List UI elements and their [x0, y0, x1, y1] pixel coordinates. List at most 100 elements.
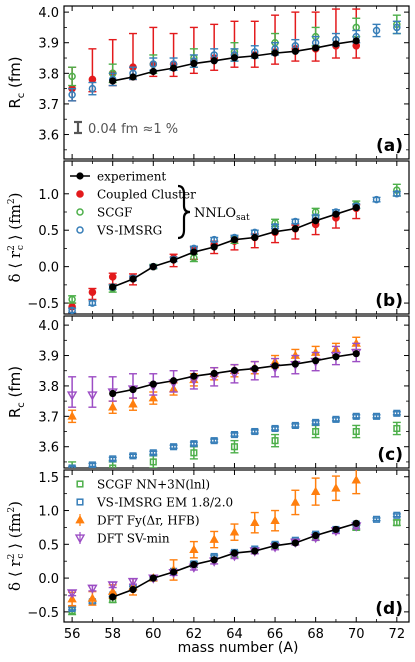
y-tick-label: 3.8 [38, 67, 59, 82]
data-point [109, 455, 117, 463]
y-axis-label: δ ⟨ r2c ⟩ (fm2) [6, 193, 26, 283]
data-point [352, 350, 360, 358]
data-point [271, 49, 279, 57]
data-point [291, 217, 300, 226]
data-layer [66, 470, 401, 616]
data-point [87, 584, 98, 594]
data-point [393, 511, 401, 519]
data-point [129, 385, 137, 394]
data-point [128, 399, 138, 408]
x-tick-label: 58 [104, 627, 121, 642]
data-point [271, 424, 279, 433]
legend-label: VS-IMSRG [96, 224, 162, 238]
y-tick-label: 0.0 [38, 261, 59, 276]
data-point [251, 427, 259, 436]
data-point [393, 519, 401, 527]
data-point [129, 73, 137, 81]
scale-annotation: 0.04 fm ≈1 % [74, 120, 178, 137]
panel-frame [63, 5, 410, 160]
data-point [210, 369, 218, 378]
legend-marker [74, 534, 86, 544]
y-tick-label: 3.9 [38, 37, 59, 52]
legend-entry: SCGF [76, 206, 132, 220]
data-point [230, 443, 239, 451]
data-layer [68, 8, 401, 102]
data-point [88, 299, 97, 307]
legend-marker [76, 172, 84, 180]
data-point [271, 228, 279, 236]
x-tick-label: 68 [307, 627, 324, 642]
data-point [149, 60, 158, 68]
panel-b: −0.5 0.0 0.5 1.0 δ ⟨ r2c ⟩ (fm2) (b) experimen… [6, 160, 410, 315]
legend-label: DFT Fy(Δr, HFB) [97, 514, 200, 528]
data-point [149, 574, 157, 582]
data-point [210, 437, 218, 445]
legend-entry: Coupled Cluster [76, 188, 196, 202]
data-point [352, 519, 360, 527]
legend-label: SCGF [97, 206, 132, 220]
data-point [87, 391, 98, 401]
legend-entry: DFT Fy(Δr, HFB) [75, 514, 200, 528]
data-point [88, 461, 96, 468]
data-point [351, 475, 361, 484]
legend-marker [76, 208, 84, 216]
legend-label: Coupled Cluster [97, 188, 196, 202]
data-point [169, 377, 178, 385]
data-point [210, 235, 218, 244]
data-point [149, 67, 157, 76]
data-point [270, 515, 280, 525]
data-point [87, 593, 98, 602]
data-point [393, 424, 401, 433]
y-axis-label: Rc (fm) [6, 56, 27, 108]
data-point [68, 90, 76, 99]
data-point [88, 84, 97, 93]
legend-entry: experiment [70, 170, 166, 184]
series-exp [109, 204, 360, 291]
data-point [170, 443, 178, 451]
y-tick-label: 1.0 [38, 505, 59, 520]
series-exp [109, 519, 360, 601]
panel-label: (c) [377, 445, 403, 465]
data-point [372, 412, 381, 420]
data-point [230, 431, 239, 439]
data-point [352, 204, 360, 212]
y-tick-label: −0.5 [27, 297, 59, 312]
data-point [271, 362, 279, 370]
panel-label: (a) [376, 136, 403, 156]
data-point [312, 531, 320, 540]
data-point [169, 256, 178, 264]
data-point [109, 464, 117, 468]
data-point [127, 577, 139, 588]
data-point [250, 517, 260, 527]
data-point [169, 568, 178, 576]
y-tick-label: 1.0 [38, 188, 59, 203]
data-point [230, 366, 239, 375]
panel-frame [63, 469, 410, 623]
y-tick-label: 3.7 [38, 410, 59, 425]
brace-label: NNLOsat [194, 206, 250, 223]
legend-entry: VS-IMSRG [76, 224, 162, 238]
data-point [312, 418, 320, 426]
data-point [312, 427, 320, 436]
data-point [210, 556, 218, 564]
y-tick-label: 3.6 [38, 441, 59, 456]
data-layer [66, 336, 401, 468]
legend-marker [76, 226, 84, 234]
data-point [190, 372, 198, 380]
y-tick-label: 0.5 [38, 538, 59, 553]
data-layer [68, 183, 401, 314]
data-point [312, 357, 320, 365]
data-point [190, 560, 198, 569]
y-tick-label: 1.5 [38, 471, 59, 486]
data-point [332, 415, 340, 423]
y-axis-label: δ ⟨ r2c ⟩ (fm2) [6, 501, 26, 591]
legend-label: DFT SV-min [97, 532, 170, 546]
panel-a: 3.6 3.7 3.8 3.9 4.0 Rc (fm) (a) 0.04 fm ≈1 % [6, 5, 410, 160]
legend-brace [177, 184, 191, 240]
data-point [352, 412, 360, 420]
y-tick-label: 3.9 [38, 350, 59, 365]
data-point [129, 585, 137, 594]
data-point [251, 364, 259, 373]
data-point [148, 393, 158, 402]
data-point [393, 190, 401, 198]
